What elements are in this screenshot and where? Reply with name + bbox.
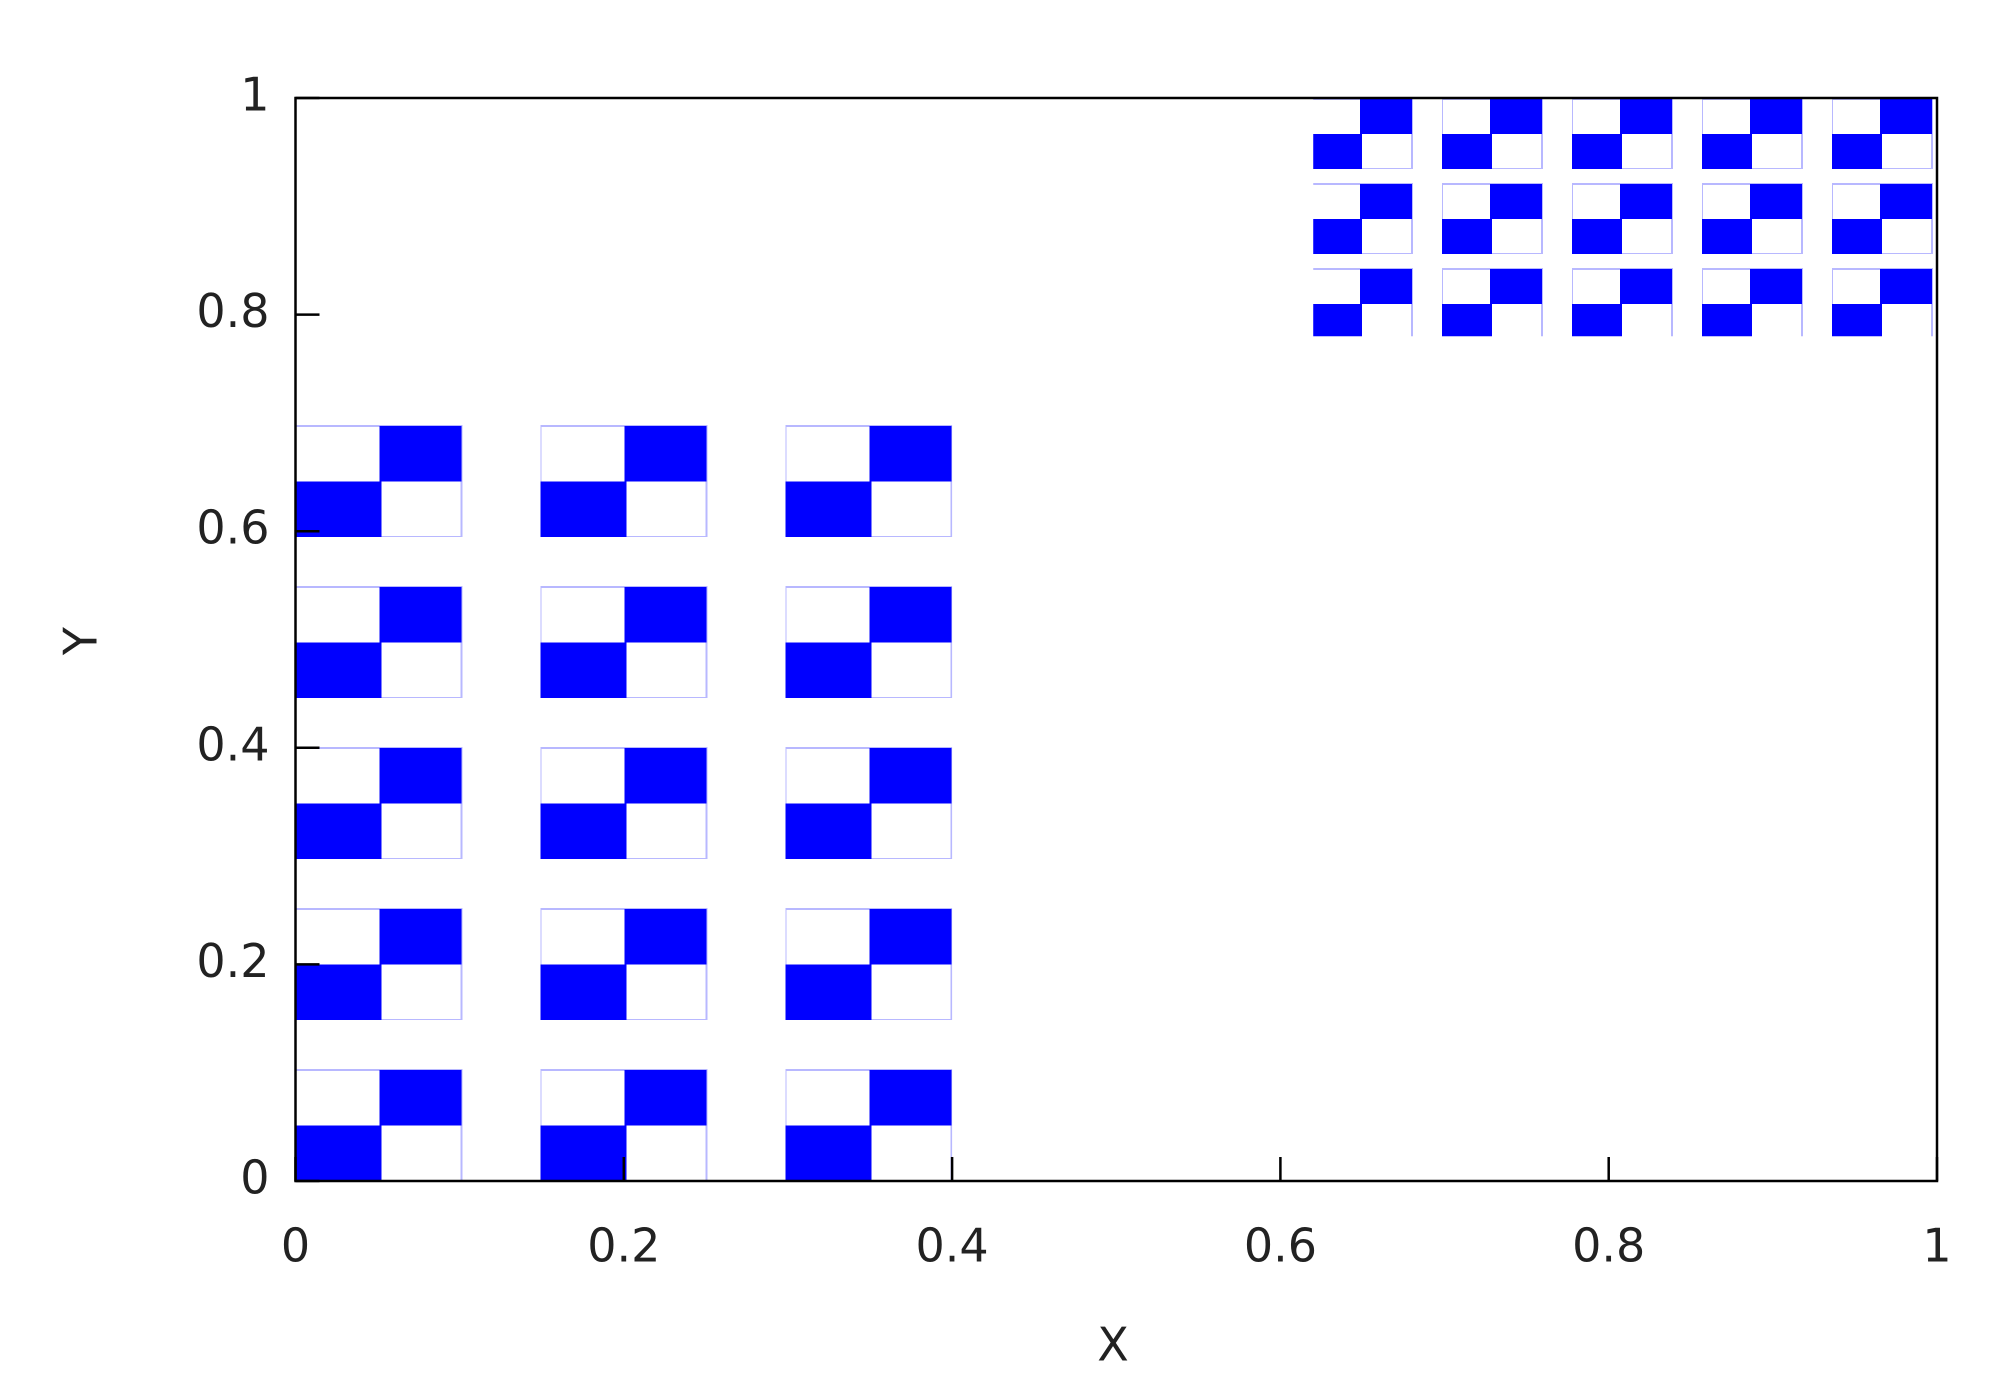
y-axis-label: Y — [54, 626, 108, 656]
x-tick-label: 0.4 — [916, 1219, 989, 1273]
y-tick-label: 0.2 — [196, 934, 269, 988]
pattern-rect — [1313, 98, 1937, 337]
x-tick-label: 0.2 — [587, 1219, 660, 1273]
y-tick-label: 1 — [240, 68, 269, 122]
x-tick-label: 0.8 — [1572, 1219, 1645, 1273]
x-tick-label: 0 — [281, 1219, 310, 1273]
pattern-rect — [295, 422, 953, 1181]
y-tick-label: 0.6 — [196, 501, 269, 555]
y-tick-label: 0.8 — [196, 284, 269, 338]
plot-frame — [294, 96, 1939, 1183]
y-tick-label: 0 — [240, 1151, 269, 1205]
x-tick-label: 0.6 — [1244, 1219, 1317, 1273]
x-tick-label: 1 — [1922, 1219, 1951, 1273]
x-axis-label: X — [1097, 1318, 1129, 1372]
y-tick-label: 0.4 — [196, 717, 269, 771]
